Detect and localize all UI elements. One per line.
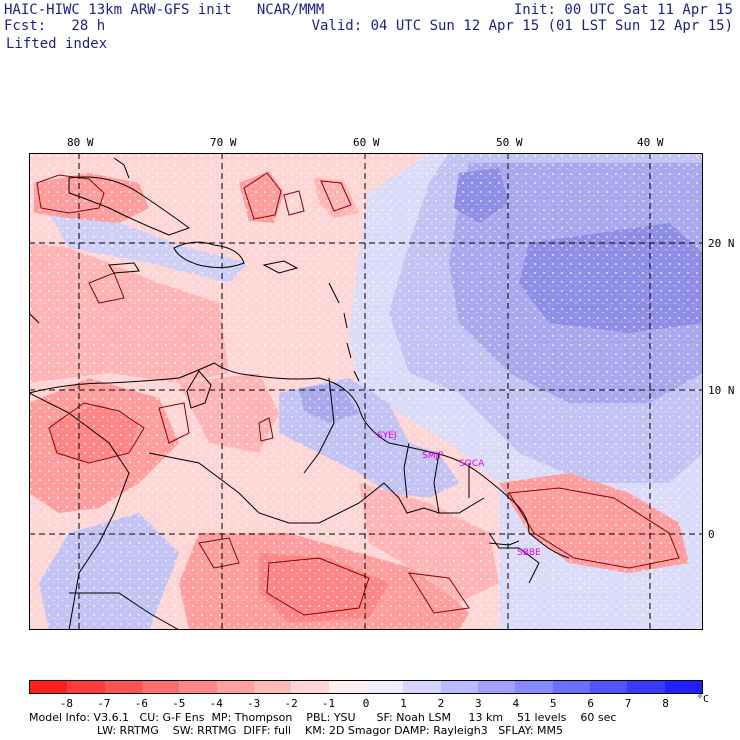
colorbar-tick-label: 3	[475, 697, 482, 710]
colorbar-tick-label: -3	[247, 697, 261, 710]
colorbar-tick-label: 8	[662, 697, 669, 710]
colorbar-cell	[515, 681, 553, 693]
colorbar-cell	[104, 681, 142, 693]
lifted-index-map	[29, 153, 703, 630]
colorbar-tick-label: -5	[172, 697, 186, 710]
colorbar-cell	[477, 681, 516, 693]
colorbar-tick-label: -1	[321, 697, 336, 710]
lon-label-40w: 40 W	[637, 136, 664, 149]
map-panel: SYEJ SMJP SOCA SBBE	[29, 153, 703, 630]
model-info-line-2: LW: RRTMG SW: RRTMG DIFF: full KM: 2D Sm…	[97, 724, 563, 737]
graticule	[29, 153, 703, 630]
colorbar-cell	[291, 681, 329, 693]
colorbar-cell	[403, 681, 441, 693]
colorbar-cell	[141, 681, 180, 693]
colorbar-cell	[627, 681, 665, 693]
lon-label-80w: 80 W	[67, 136, 94, 149]
variable-name: Lifted index	[6, 36, 108, 52]
colorbar-tick-label: 0	[362, 697, 370, 710]
colorbar-tick-label: 4	[512, 697, 520, 710]
lon-label-60w: 60 W	[353, 136, 380, 149]
map-frame	[29, 153, 703, 630]
colorbar-cell	[589, 681, 628, 693]
lat-label-20n: 20 N	[708, 237, 735, 250]
colorbar-cell	[328, 681, 366, 693]
colorbar-tick-label: 7	[624, 697, 632, 710]
lon-label-50w: 50 W	[496, 136, 523, 149]
colorbar-tick-label: 1	[400, 697, 407, 710]
lat-label-equator: 0	[708, 528, 715, 541]
valid-time: Valid: 04 UTC Sun 12 Apr 15 (01 LST Sun …	[311, 18, 733, 34]
model-title: HAIC-HIWC 13km ARW-GFS init NCAR/MMM	[4, 2, 325, 18]
station-sbbe: SBBE	[517, 548, 541, 558]
colorbar-tick-label: -2	[284, 697, 298, 710]
forecast-hour: Fcst: 28 h	[4, 18, 106, 34]
colorbar-cell	[216, 681, 254, 693]
colorbar-cell	[30, 681, 68, 693]
colorbar-cell	[179, 681, 217, 693]
li-contours	[36, 172, 680, 616]
field-texture	[29, 153, 703, 630]
station-syej: SYEJ	[377, 431, 397, 441]
lat-label-10n: 10 N	[708, 384, 735, 397]
colorbar-cell	[67, 681, 105, 693]
colorbar-cell	[440, 681, 478, 693]
model-info-line-1: Model Info: V3.6.1 CU: G-F Ens MP: Thomp…	[29, 711, 617, 724]
colorbar-tick-label: -8	[59, 697, 74, 710]
colorbar-tick-label: -6	[134, 697, 148, 710]
colorbar-tick-label: -4	[209, 697, 223, 710]
station-soca: SOCA	[459, 459, 485, 469]
coastlines	[29, 157, 570, 630]
colorbar-unit: °C	[697, 694, 710, 705]
colorbar-cell	[365, 681, 404, 693]
colorbar-cell	[253, 681, 292, 693]
colorbar-tick-label: 6	[587, 697, 594, 710]
colorbar	[29, 680, 703, 694]
colorbar-tick-label: 5	[549, 697, 557, 710]
colorbar-cell	[552, 681, 590, 693]
init-time: Init: 00 UTC Sat 11 Apr 15	[513, 2, 733, 18]
colorbar-tick-label: 2	[437, 697, 445, 710]
station-smjp: SMJP	[422, 451, 444, 461]
colorbar-cell	[664, 681, 702, 693]
lon-label-70w: 70 W	[210, 136, 237, 149]
colorbar-tick-label: -7	[97, 697, 111, 710]
